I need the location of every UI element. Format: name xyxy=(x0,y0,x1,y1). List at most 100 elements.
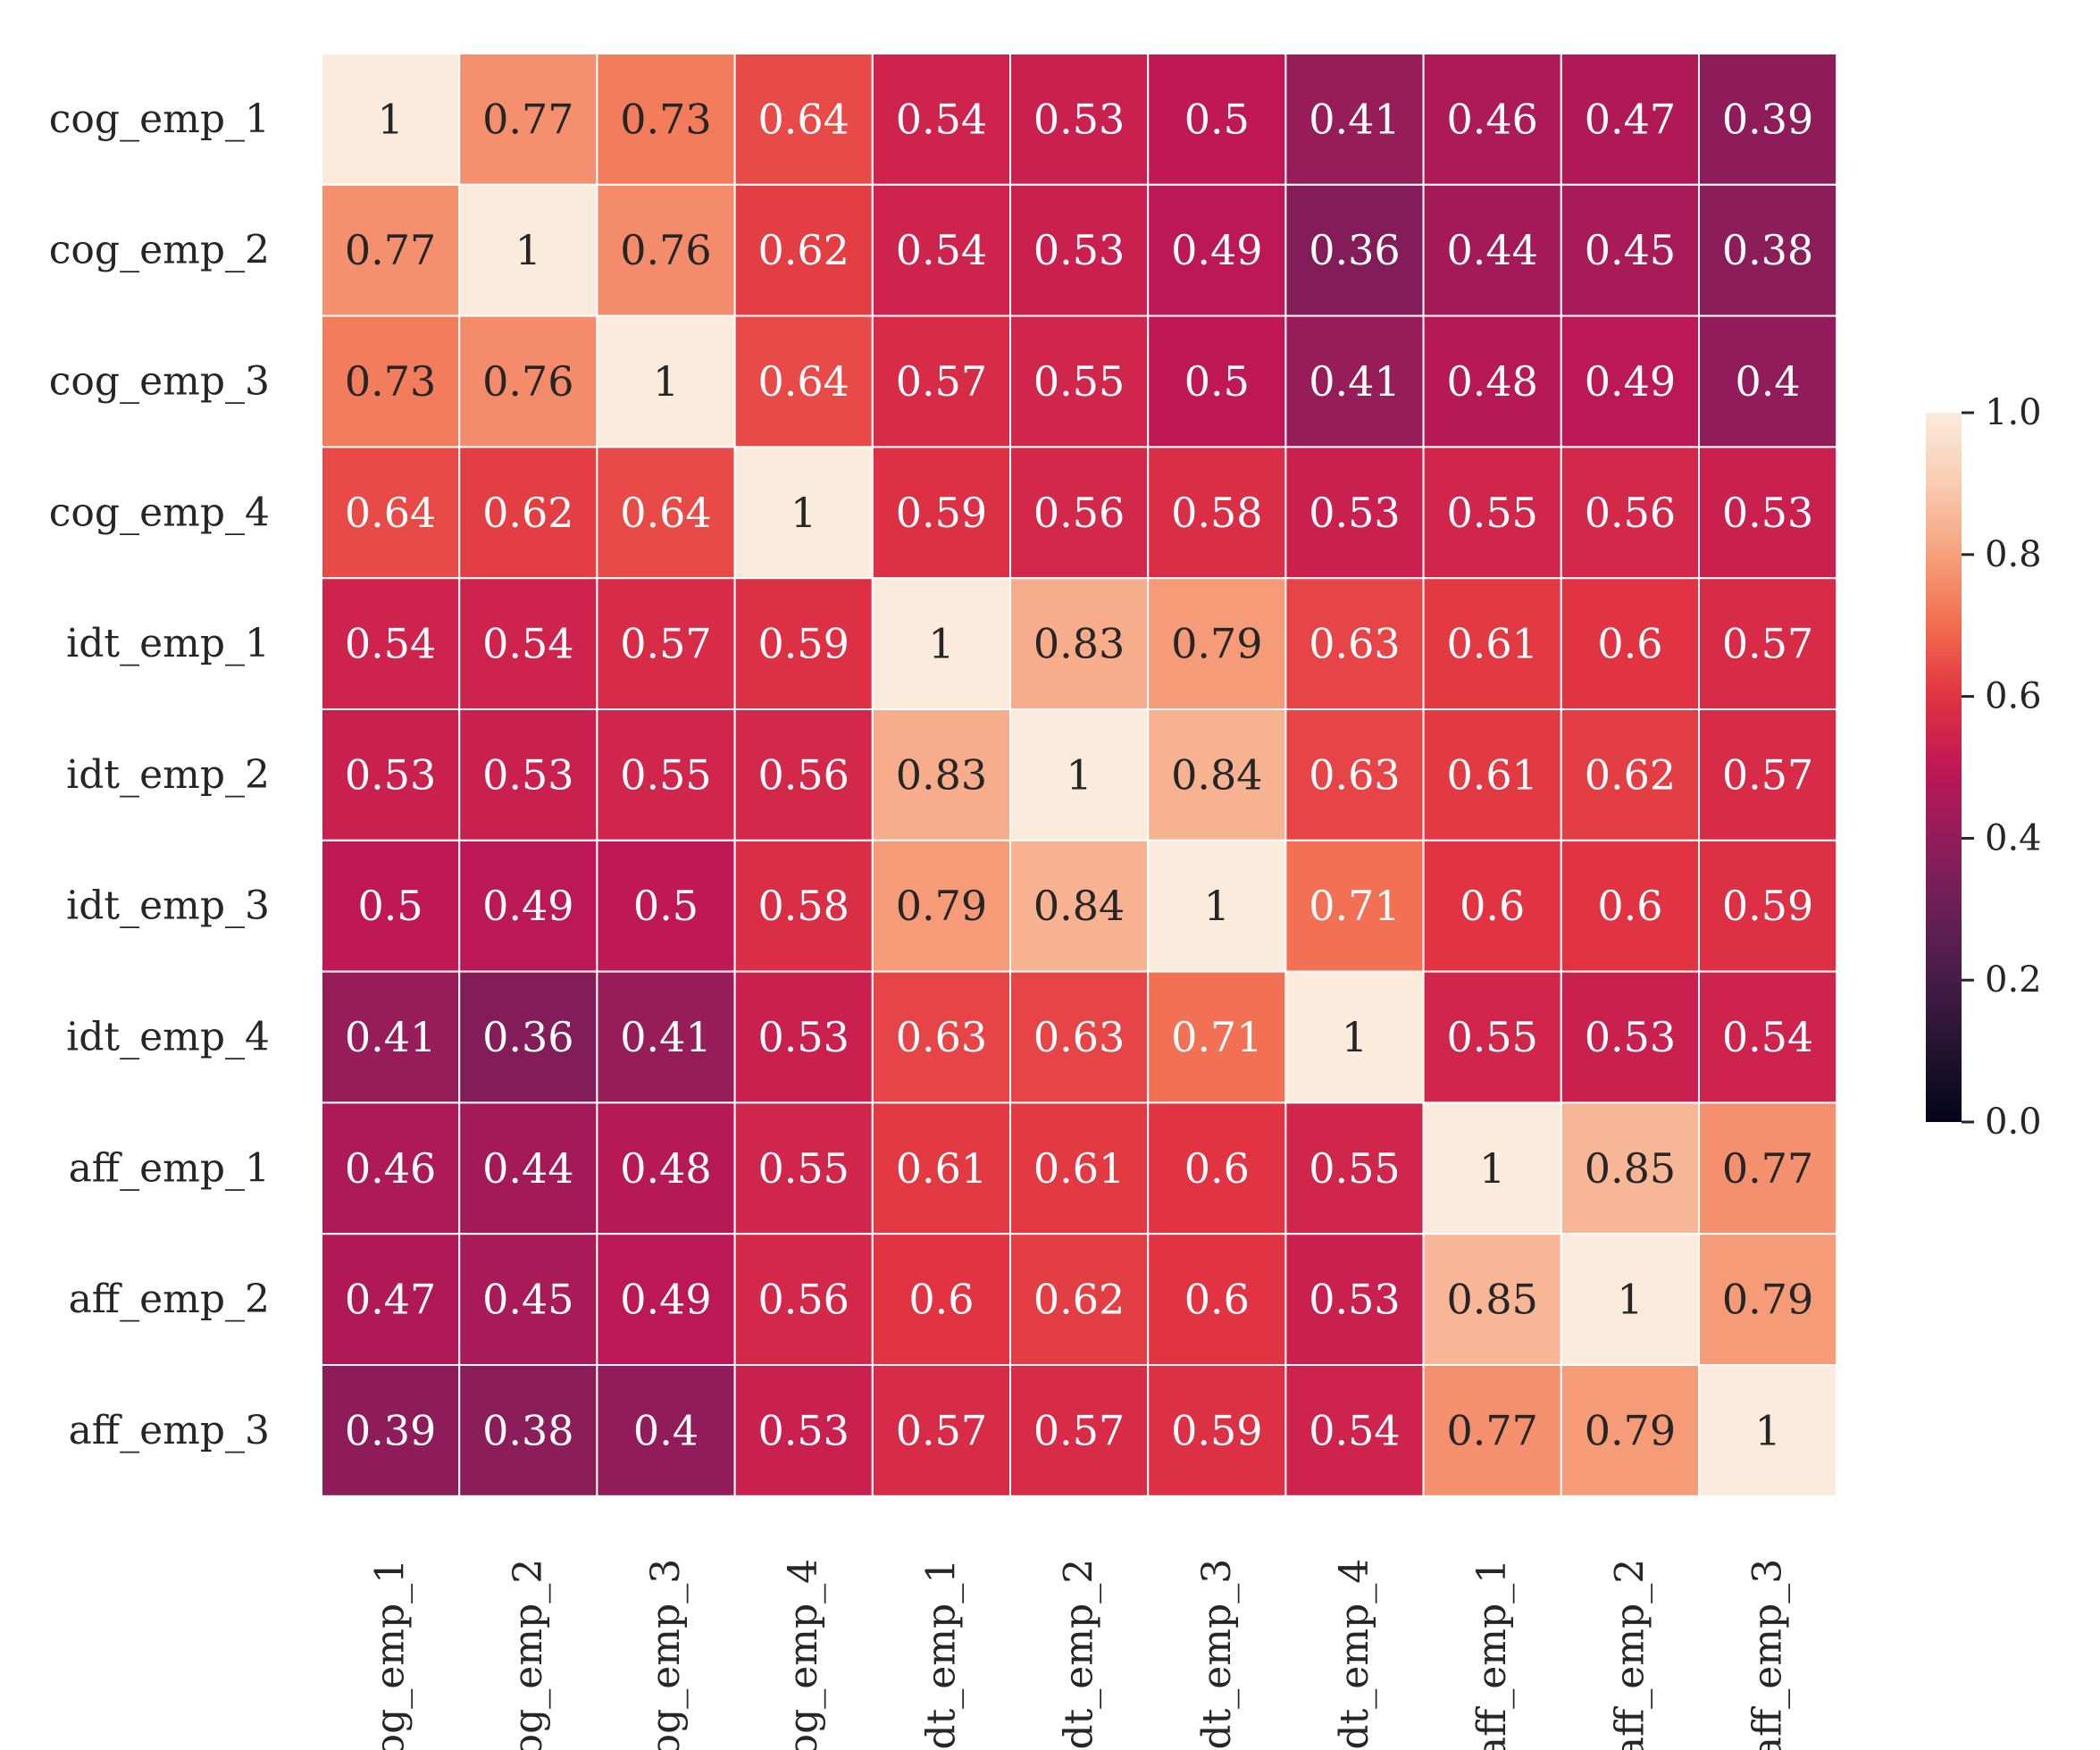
cell-value-label-r11-c8: 0.54 xyxy=(1309,1406,1400,1454)
cell-value-label-r11-c2: 0.38 xyxy=(482,1406,573,1454)
cell-value-label-r9-c2: 0.44 xyxy=(482,1144,573,1193)
cell-value-label-r1-c2: 0.77 xyxy=(482,95,573,143)
heatmap-cell-r3-c7 xyxy=(1147,314,1287,448)
cell-value-label-r11-c5: 0.57 xyxy=(896,1406,987,1454)
y-tick-label-6: idt_emp_2 xyxy=(66,752,270,798)
cell-value-label-r5-c6: 0.83 xyxy=(1033,620,1125,668)
heatmap-cell-r7-c7 xyxy=(1147,839,1287,973)
cell-value-label-r7-c1: 0.5 xyxy=(358,882,423,930)
cell-value-label-r2-c1: 0.77 xyxy=(345,226,436,274)
y-tick-label-1: cog_emp_1 xyxy=(49,96,270,142)
heatmap-cell-r8-c10 xyxy=(1560,970,1701,1104)
cell-value-label-r3-c10: 0.49 xyxy=(1585,357,1676,406)
cell-value-label-r4-c1: 0.64 xyxy=(345,489,436,537)
x-tick-label-5: idt_emp_1 xyxy=(918,1559,964,1750)
cell-value-label-r6-c5: 0.83 xyxy=(896,750,987,799)
cell-value-label-r6-c3: 0.55 xyxy=(620,750,711,799)
cell-value-label-r9-c10: 0.85 xyxy=(1585,1144,1676,1193)
heatmap-cell-r5-c3 xyxy=(596,577,736,711)
heatmap-cell-r9-c1 xyxy=(321,1101,461,1235)
heatmap-cell-r10-c11 xyxy=(1698,1233,1838,1366)
cell-value-label-r11-c3: 0.4 xyxy=(633,1406,699,1454)
cell-value-label-r2-c6: 0.53 xyxy=(1033,226,1125,274)
cell-value-label-r9-c1: 0.46 xyxy=(345,1144,436,1193)
heatmap-cell-r2-c3 xyxy=(596,183,736,317)
heatmap-cell-r5-c10 xyxy=(1560,577,1701,711)
heatmap-cell-labels: 1 0.77 0.73 0.64 0.54 0.53 0.5 0.41 0.46 0.47 0.39… xyxy=(345,95,1813,1454)
heatmap-cell-r10-c4 xyxy=(733,1233,874,1366)
heatmap-cell-r2-c9 xyxy=(1422,183,1562,317)
cell-value-label-r4-c4: 1 xyxy=(791,489,816,537)
cell-value-label-r9-c7: 0.6 xyxy=(1184,1144,1250,1193)
heatmap-cell-r2-c6 xyxy=(1009,183,1150,317)
heatmap-cell-r11-c9 xyxy=(1422,1364,1562,1497)
heatmap-cell-r5-c2 xyxy=(458,577,598,711)
heatmap-cell-r1-c2 xyxy=(458,53,598,186)
y-tick-label-8: idt_emp_4 xyxy=(66,1015,270,1060)
cell-value-label-r6-c8: 0.63 xyxy=(1309,750,1400,799)
x-tick-label-1: cog_emp_1 xyxy=(368,1559,414,1750)
cell-value-label-r3-c2: 0.76 xyxy=(482,357,573,406)
cell-value-label-r10-c3: 0.49 xyxy=(620,1276,711,1324)
heatmap-cell-r9-c8 xyxy=(1284,1101,1425,1235)
heatmap-cell-r4-c11 xyxy=(1698,446,1838,580)
cell-value-label-r5-c5: 1 xyxy=(928,620,954,668)
heatmap-cell-r11-c5 xyxy=(871,1364,1011,1497)
cell-value-label-r6-c1: 0.53 xyxy=(345,750,436,799)
heatmap-cell-r1-c11 xyxy=(1698,53,1838,186)
cell-value-label-r7-c5: 0.79 xyxy=(896,882,987,930)
cell-value-label-r4-c7: 0.58 xyxy=(1171,489,1262,537)
cell-value-label-r5-c2: 0.54 xyxy=(482,620,573,668)
heatmap-cell-r9-c7 xyxy=(1147,1101,1287,1235)
heatmap-cell-r8-c6 xyxy=(1009,970,1150,1104)
cell-value-label-r3-c5: 0.57 xyxy=(896,357,987,406)
cell-value-label-r2-c8: 0.36 xyxy=(1309,226,1400,274)
cell-value-label-r5-c10: 0.6 xyxy=(1597,620,1662,668)
cell-value-label-r1-c11: 0.39 xyxy=(1722,95,1813,143)
x-axis-tick-labels: cog_emp_1 cog_emp_2 cog_emp_3 cog_emp_4 idt_… xyxy=(368,1559,1791,1750)
heatmap-cell-r11-c10 xyxy=(1560,1364,1701,1497)
cell-value-label-r1-c10: 0.47 xyxy=(1585,95,1676,143)
cell-value-label-r9-c8: 0.55 xyxy=(1309,1144,1400,1193)
cell-value-label-r10-c10: 1 xyxy=(1617,1276,1643,1324)
heatmap-cell-r4-c3 xyxy=(596,446,736,580)
heatmap-cell-r1-c5 xyxy=(871,53,1011,186)
x-tick-label-9: aff_emp_1 xyxy=(1469,1559,1515,1750)
cell-value-label-r10-c2: 0.45 xyxy=(482,1276,573,1324)
cell-value-label-r9-c6: 0.61 xyxy=(1033,1144,1125,1193)
cell-value-label-r7-c4: 0.58 xyxy=(757,882,849,930)
cell-value-label-r8-c11: 0.54 xyxy=(1722,1013,1813,1061)
heatmap-cell-r11-c6 xyxy=(1009,1364,1150,1497)
heatmap-cell-r9-c3 xyxy=(596,1101,736,1235)
cell-value-label-r4-c10: 0.56 xyxy=(1585,489,1676,537)
cell-value-label-r3-c3: 1 xyxy=(653,357,679,406)
heatmap-cell-r4-c9 xyxy=(1422,446,1562,580)
cell-value-label-r7-c6: 0.84 xyxy=(1033,882,1125,930)
heatmap-cell-r3-c9 xyxy=(1422,314,1562,448)
heatmap-cell-r6-c4 xyxy=(733,708,874,842)
heatmap-cell-r9-c10 xyxy=(1560,1101,1701,1235)
cell-value-label-r6-c11: 0.57 xyxy=(1722,750,1813,799)
cell-value-label-r10-c8: 0.53 xyxy=(1309,1276,1400,1324)
cell-value-label-r2-c3: 0.76 xyxy=(620,226,711,274)
heatmap-cell-r1-c8 xyxy=(1284,53,1425,186)
heatmap-cell-r8-c7 xyxy=(1147,970,1287,1104)
heatmap-cell-r3-c1 xyxy=(321,314,461,448)
heatmap-cells xyxy=(321,53,1838,1497)
heatmap-cell-r10-c3 xyxy=(596,1233,736,1366)
y-tick-label-3: cog_emp_3 xyxy=(49,359,270,405)
cell-value-label-r5-c11: 0.57 xyxy=(1722,620,1813,668)
cell-value-label-r4-c6: 0.56 xyxy=(1033,489,1125,537)
heatmap-cell-r6-c1 xyxy=(321,708,461,842)
heatmap-cell-r1-c1 xyxy=(321,53,461,186)
heatmap-cell-r6-c6 xyxy=(1009,708,1150,842)
cell-value-label-r2-c5: 0.54 xyxy=(896,226,987,274)
heatmap-cell-r1-c4 xyxy=(733,53,874,186)
cell-value-label-r5-c7: 0.79 xyxy=(1171,620,1262,668)
cell-value-label-r6-c4: 0.56 xyxy=(757,750,849,799)
x-tick-label-6: idt_emp_2 xyxy=(1057,1559,1102,1750)
cell-value-label-r11-c1: 0.39 xyxy=(345,1406,436,1454)
cell-value-label-r6-c10: 0.62 xyxy=(1585,750,1676,799)
cell-value-label-r4-c11: 0.53 xyxy=(1722,489,1813,537)
